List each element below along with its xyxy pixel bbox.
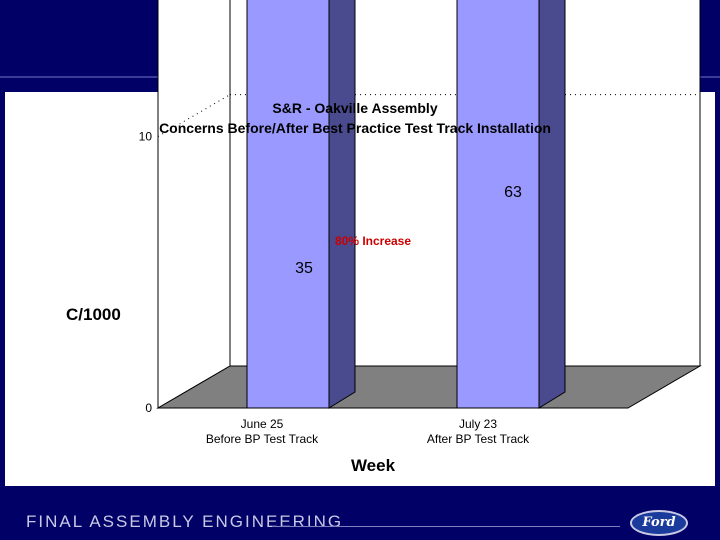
annotation-label: 80% Increase <box>335 234 411 248</box>
bar <box>246 0 330 409</box>
category-label: July 23 <box>459 417 497 431</box>
bar-side <box>328 0 356 409</box>
category-label: After BP Test Track <box>427 432 530 446</box>
footer-text: FINAL ASSEMBLY ENGINEERING <box>26 512 344 531</box>
data-label: 35 <box>295 260 313 277</box>
data-label: 63 <box>504 184 522 201</box>
bar-side <box>538 0 566 409</box>
chart-subtitle: Concerns Before/After Best Practice Test… <box>159 120 551 136</box>
y-tick-label: 0 <box>145 401 152 415</box>
footer-bar <box>0 496 720 540</box>
footer-divider <box>272 526 620 527</box>
chart-side-wall <box>157 0 231 409</box>
category-label: Before BP Test Track <box>206 432 319 446</box>
chart-title: S&R - Oakville Assembly <box>272 100 437 116</box>
ford-logo: Ford <box>630 510 688 536</box>
y-tick-label: 10 <box>139 130 153 144</box>
category-label: June 25 <box>241 417 284 431</box>
x-axis-label: Week <box>351 456 396 475</box>
bar <box>456 0 540 409</box>
chart-floor <box>156 365 702 409</box>
y-axis-label: C/1000 <box>66 305 121 324</box>
